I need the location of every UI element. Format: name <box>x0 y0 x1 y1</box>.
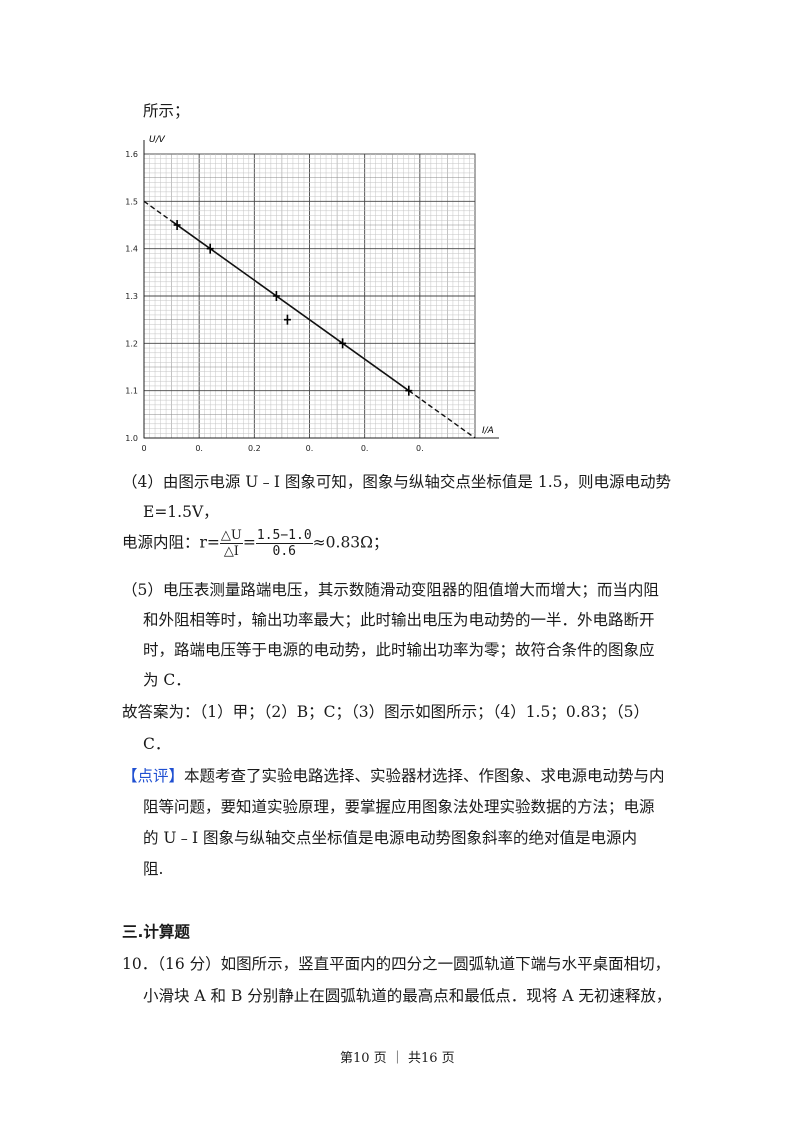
p5-line-1: （5）电压表测量路端电压，其示数随滑动变阻器的阻值增大而增大；而当内阻 <box>122 581 659 599</box>
y-tick-label: 1.3 <box>125 292 138 301</box>
answer-line-1: 故答案为：（1）甲；（2）B；C；（3）图示如图所示；（4）1.5；0.83；（… <box>122 703 649 721</box>
r-result: ≈0.83Ω； <box>312 533 389 552</box>
r-equals: = <box>242 533 256 552</box>
y-tick-label: 1.1 <box>125 387 138 396</box>
review-text-1: 本题考查了实验电路选择、实验器材选择、作图象、求电源电动势与内 <box>184 767 665 785</box>
r-prefix: 电源内阻：r= <box>122 533 220 552</box>
q10-line-1: 10．（16 分）如图所示，竖直平面内的四分之一圆弧轨道下端与水平桌面相切， <box>122 955 671 973</box>
data-point <box>173 220 181 230</box>
x-tick-label: 0. <box>306 444 314 453</box>
review-tag: 【点评】 <box>122 767 185 785</box>
data-point <box>272 291 280 301</box>
internal-resistance-formula: 电源内阻：r= △U △I = 1.5−1.0 0.6 ≈0.83Ω； <box>122 528 389 559</box>
y-tick-label: 1.4 <box>125 245 138 254</box>
x-tick-label: 0. <box>195 444 203 453</box>
p4-line-1: （4）由图示电源 U﹣I 图象可知，图象与纵轴交点坐标值是 1.5，则电源电动势 <box>122 473 671 491</box>
y-tick-label: 1.0 <box>125 434 138 443</box>
intro-text: 所示； <box>143 102 190 120</box>
data-point <box>405 385 413 396</box>
p4-line-2: E=1.5V， <box>143 503 219 521</box>
fit-line-dashed-end <box>408 390 476 439</box>
y-tick-label: 1.2 <box>125 339 138 348</box>
q10-line-2: 小滑块 A 和 B 分别静止在圆弧轨道的最高点和最低点．现将 A 无初速释放， <box>143 987 672 1005</box>
delta-u: △U <box>219 528 243 544</box>
value-fraction: 1.5−1.0 0.6 <box>255 528 313 559</box>
delta-fraction: △U △I <box>219 528 243 559</box>
review-line-3: 的 U﹣I 图象与纵轴交点坐标值是电源电动势图象斜率的绝对值是电源内 <box>143 829 638 847</box>
page-footer: 第10 页 ｜ 共16 页 <box>340 1051 455 1066</box>
y-tick-label: 1.5 <box>125 197 138 206</box>
u-i-graph: 1.0 1.1 1.2 1.3 1.4 1.5 1.6 0 0. 0.2 0. 0. 0. U/V I/… <box>125 135 499 453</box>
fit-line-dashed-start <box>143 200 172 222</box>
y-tick-label: 1.6 <box>125 150 138 159</box>
review-line-4: 阻. <box>143 860 164 878</box>
data-point <box>206 243 214 254</box>
section-title: 三.计算题 <box>122 923 190 941</box>
delta-i: △I <box>223 544 239 559</box>
x-tick-label: 0. <box>416 444 424 453</box>
value-numerator: 1.5−1.0 <box>255 528 313 544</box>
x-tick-label: 0.2 <box>248 444 261 453</box>
value-denominator: 0.6 <box>272 544 297 559</box>
answer-line-2: C． <box>143 735 171 753</box>
review-line-1: 【点评】本题考查了实验电路选择、实验器材选择、作图象、求电源电动势与内 <box>122 766 665 786</box>
p5-line-4: 为 C． <box>143 671 191 689</box>
p5-line-3: 时，路端电压等于电源的电动势，此时输出功率为零；故符合条件的图象应 <box>143 641 655 659</box>
data-point <box>339 338 347 349</box>
review-line-2: 阻等问题，要知道实验原理，要掌握应用图象法处理实验数据的方法；电源 <box>143 798 655 816</box>
p5-line-2: 和外阻相等时，输出功率最大；此时输出电压为电动势的一半．外电路断开 <box>143 611 655 629</box>
data-point <box>283 314 291 325</box>
x-tick-label: 0. <box>361 444 369 453</box>
x-tick-label: 0 <box>141 444 146 453</box>
y-axis-label: U/V <box>149 135 166 145</box>
x-axis-label: I/A <box>482 426 494 436</box>
